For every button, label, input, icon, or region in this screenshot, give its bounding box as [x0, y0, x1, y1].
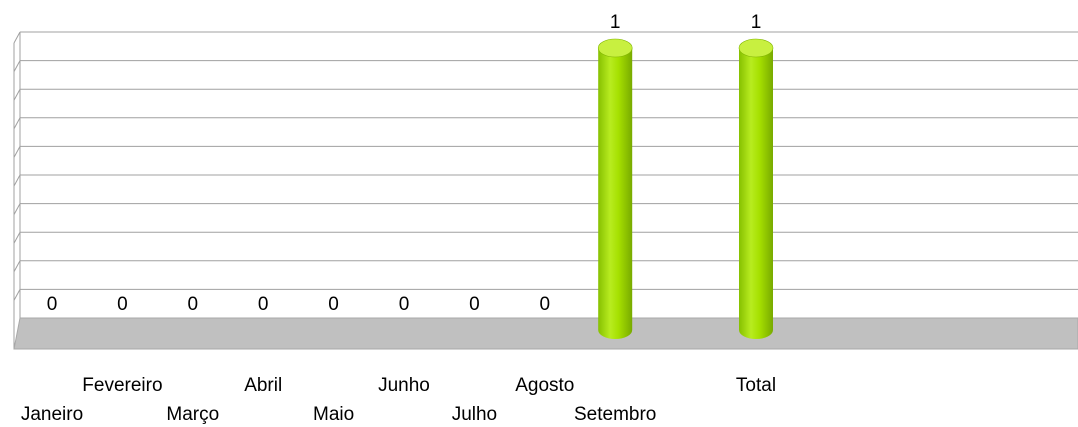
category-label: Total [736, 375, 776, 396]
wall-segment [13, 31, 21, 44]
wall-segment [13, 203, 21, 215]
category-label: Março [166, 404, 219, 425]
category-label: Fevereiro [82, 375, 162, 396]
wall-segment [13, 60, 21, 72]
wall-segment [13, 289, 21, 301]
category-label: Janeiro [21, 404, 83, 425]
data-label: 0 [469, 294, 480, 315]
gridlines [13, 31, 1078, 349]
wall-segment [13, 174, 21, 187]
category-label: Julho [452, 404, 497, 425]
data-label: 0 [258, 294, 269, 315]
category-label: Abril [244, 375, 282, 396]
data-label: 0 [399, 294, 410, 315]
data-label: 0 [47, 294, 58, 315]
chart-floor [13, 317, 1078, 350]
wall-segment [13, 146, 21, 158]
data-label: 0 [328, 294, 339, 315]
data-label: 0 [188, 294, 199, 315]
bar [597, 38, 633, 339]
category-label: Junho [378, 375, 430, 396]
bar [738, 38, 774, 339]
data-label: 1 [751, 12, 762, 33]
data-label: 1 [610, 12, 621, 33]
wall-segment [13, 88, 21, 101]
floor-plane [13, 317, 1078, 350]
category-label: Setembro [574, 404, 656, 425]
category-label: Agosto [515, 375, 574, 396]
data-labels: 0 0 0 0 0 0 0 0 1 1 [47, 12, 762, 315]
wall-segment [13, 231, 21, 244]
wall-segment [13, 117, 21, 130]
wall-segment [13, 260, 21, 273]
data-label: 0 [540, 294, 551, 315]
bars [597, 38, 774, 339]
data-label: 0 [117, 294, 128, 315]
category-label: Maio [313, 404, 354, 425]
